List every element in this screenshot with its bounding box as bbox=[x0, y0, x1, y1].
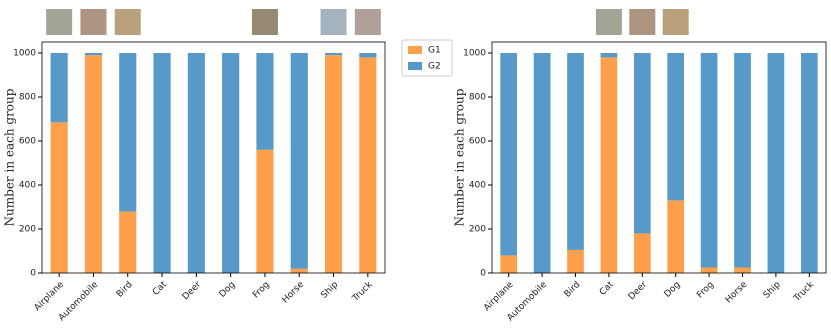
bar-segment bbox=[153, 53, 171, 273]
y-tick-label: 200 bbox=[19, 225, 36, 235]
y-tick-label: 1000 bbox=[13, 49, 36, 59]
x-tick-label: Frog bbox=[251, 280, 272, 301]
plot-frame bbox=[41, 41, 386, 274]
class-thumbnail bbox=[320, 9, 347, 35]
x-tick-label: Truck bbox=[792, 279, 817, 304]
bar-segment bbox=[119, 211, 137, 273]
legend-label: G1 bbox=[428, 46, 441, 56]
bar-segment bbox=[256, 53, 274, 150]
x-tick-label: Deer bbox=[627, 280, 650, 303]
bar-segment bbox=[359, 57, 377, 274]
bar-segment bbox=[359, 53, 377, 58]
y-tick-label: 400 bbox=[19, 181, 36, 191]
bar-segment bbox=[533, 53, 551, 273]
legend: G1 G2 bbox=[401, 39, 453, 77]
bar-segment bbox=[119, 53, 137, 212]
bar-segment bbox=[324, 53, 343, 56]
bar-segment bbox=[667, 200, 685, 273]
x-tick-label: Bird bbox=[563, 280, 583, 300]
plot-frame bbox=[491, 41, 827, 274]
legend-swatch bbox=[408, 46, 422, 54]
bar-segment bbox=[667, 53, 685, 201]
bar-segment bbox=[84, 55, 103, 274]
x-tick-label: Ship bbox=[762, 280, 783, 301]
bar-segment bbox=[50, 122, 68, 273]
bar-segment bbox=[290, 53, 308, 269]
y-tick-label: 600 bbox=[19, 137, 36, 147]
legend-swatch bbox=[408, 62, 422, 70]
bar-segment bbox=[633, 53, 651, 234]
y-tick-label: 0 bbox=[30, 269, 36, 279]
bar-segment bbox=[767, 53, 785, 273]
bar-segment bbox=[734, 267, 751, 273]
y-tick-label: 200 bbox=[469, 225, 486, 235]
y-axis-label: Number in each group bbox=[453, 88, 467, 226]
class-thumbnail bbox=[251, 9, 278, 35]
bar-segment bbox=[734, 53, 751, 268]
x-tick-label: Frog bbox=[695, 280, 716, 301]
bar-segment bbox=[600, 53, 618, 58]
y-tick-label: 1000 bbox=[463, 49, 486, 59]
x-tick-label: Truck bbox=[350, 279, 375, 304]
bar-segment bbox=[324, 55, 343, 274]
class-thumbnail bbox=[595, 9, 622, 35]
y-tick-label: 800 bbox=[19, 93, 36, 103]
legend-label: G2 bbox=[428, 62, 441, 72]
bar-segment bbox=[290, 268, 308, 273]
class-thumbnail bbox=[46, 9, 73, 35]
class-thumbnail bbox=[629, 9, 656, 35]
bar-segment bbox=[700, 267, 718, 273]
bar-segment bbox=[700, 53, 718, 268]
x-tick-label: Airplane bbox=[482, 279, 516, 313]
class-thumbnail bbox=[662, 9, 689, 35]
x-tick-label: Horse bbox=[724, 279, 750, 305]
x-tick-label: Cat bbox=[598, 279, 616, 297]
class-thumbnail bbox=[114, 9, 141, 35]
x-tick-label: Airplane bbox=[33, 279, 67, 313]
bar-segment bbox=[567, 53, 584, 250]
y-axis-label: Number in each group bbox=[3, 88, 17, 226]
bar-segment bbox=[84, 53, 103, 56]
x-tick-label: Horse bbox=[281, 279, 307, 305]
bar-segment bbox=[187, 53, 205, 273]
y-tick-label: 0 bbox=[480, 269, 486, 279]
class-thumbnail bbox=[80, 9, 107, 35]
bar-segment bbox=[633, 233, 651, 273]
x-tick-label: Cat bbox=[151, 279, 169, 297]
bar-segment bbox=[800, 53, 818, 273]
x-tick-label: Bird bbox=[115, 280, 135, 300]
bar-segment bbox=[222, 53, 240, 273]
x-tick-label: Dog bbox=[663, 280, 683, 300]
y-tick-label: 600 bbox=[469, 137, 486, 147]
bar-segment bbox=[500, 255, 518, 273]
bar-segment bbox=[500, 53, 518, 256]
y-tick-label: 800 bbox=[469, 93, 486, 103]
bar-segment bbox=[567, 249, 584, 273]
bar-segment bbox=[600, 57, 618, 274]
bar-segment bbox=[50, 53, 68, 123]
x-tick-label: Dog bbox=[218, 280, 238, 300]
bar-segment bbox=[256, 149, 274, 273]
y-tick-label: 400 bbox=[469, 181, 486, 191]
class-thumbnail bbox=[354, 9, 381, 35]
legend-box bbox=[401, 39, 453, 77]
x-tick-label: Deer bbox=[181, 280, 204, 303]
x-tick-label: Ship bbox=[319, 280, 340, 301]
